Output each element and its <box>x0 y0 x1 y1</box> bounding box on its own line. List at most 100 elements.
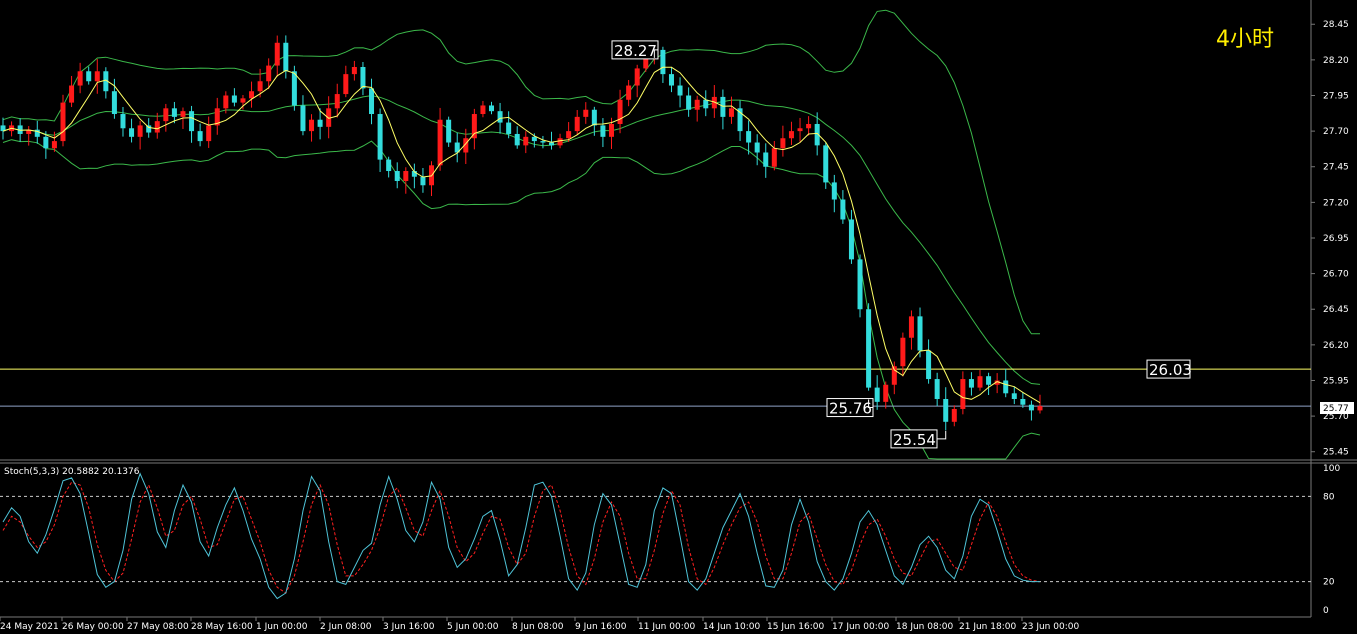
stoch-signal-line <box>2 481 1041 594</box>
candle-body <box>463 138 469 153</box>
candle-body <box>763 152 769 167</box>
candle-body <box>951 408 957 422</box>
current-price-tag: 25.77 <box>1320 402 1354 414</box>
candle-body <box>823 145 829 183</box>
price-tick-label: 28.45 <box>1323 20 1349 30</box>
level-label-box <box>1146 359 1191 379</box>
candle-body <box>86 71 92 82</box>
candle-body <box>677 85 683 96</box>
candle-body <box>249 91 255 99</box>
candle-body <box>420 176 426 186</box>
stoch-title: Stoch(5,3,3) 20.5882 20.1376 <box>4 467 140 477</box>
price-callout-label: 25.54 <box>893 431 936 449</box>
level-label: 26.03 <box>1149 361 1192 379</box>
moving-average <box>2 66 1041 404</box>
time-tick-label: 3 Jun 16:00 <box>383 622 435 632</box>
price-callout-leader <box>868 399 873 409</box>
candle-body <box>874 387 880 402</box>
candle-body <box>51 141 57 149</box>
price-tick-label: 25.95 <box>1323 376 1349 386</box>
candle-body <box>857 259 863 310</box>
candle-body <box>94 71 100 82</box>
candle-body <box>608 123 614 137</box>
candle-body <box>891 366 897 385</box>
candle-body <box>934 379 940 400</box>
horizontal-levels: 26.03 <box>0 359 1311 407</box>
stoch-tick-label: 0 <box>1323 606 1329 616</box>
candle-body <box>360 66 366 89</box>
candle-body <box>497 111 503 123</box>
time-tick-label: 24 May 2021 <box>0 622 59 632</box>
time-tick-label: 15 Jun 16:00 <box>767 622 824 632</box>
price-callout-label: 25.76 <box>829 400 872 418</box>
candle-body <box>694 99 700 110</box>
ma-line <box>2 66 1041 404</box>
candle-body <box>771 148 777 167</box>
price-callout-leader <box>937 430 947 440</box>
price-tick-label: 27.95 <box>1323 91 1349 101</box>
candle-body <box>69 85 75 103</box>
candle-body <box>814 123 820 146</box>
candle-body <box>394 171 400 181</box>
candle-body <box>900 337 906 367</box>
candle-body <box>506 122 512 134</box>
candle-body <box>574 116 580 132</box>
candle-body <box>728 108 734 117</box>
time-tick-label: 28 May 16:00 <box>191 622 253 632</box>
candle-body <box>480 105 486 115</box>
stoch-tick-label: 20 <box>1323 578 1335 588</box>
candle-body <box>17 125 23 134</box>
time-tick-label: 2 Jun 08:00 <box>320 622 372 632</box>
time-tick-label: 26 May 00:00 <box>62 622 124 632</box>
candle-body <box>831 182 837 200</box>
stoch-levels <box>0 495 1311 583</box>
candle-body <box>163 108 169 122</box>
current-price-label: 25.77 <box>1323 404 1349 414</box>
time-tick-label: 9 Jun 16:00 <box>575 622 627 632</box>
candle-body <box>926 350 932 380</box>
candle-body <box>531 136 537 142</box>
candle-body <box>369 88 375 115</box>
time-tick-label: 11 Jun 00:00 <box>638 622 695 632</box>
candle-body <box>26 129 32 134</box>
time-tick-label: 5 Jun 00:00 <box>447 622 499 632</box>
candle-body <box>111 91 117 115</box>
candle-body <box>454 142 460 153</box>
candle-body <box>437 119 443 166</box>
candle-body <box>943 399 949 422</box>
candle-body <box>634 68 640 86</box>
time-tick-label: 21 Jun 18:00 <box>959 622 1016 632</box>
candle-body <box>806 123 812 129</box>
time-tick-label: 17 Jun 00:00 <box>832 622 889 632</box>
bollinger-upper <box>2 9 1040 335</box>
price-tick-label: 27.70 <box>1323 127 1349 137</box>
candle-body <box>326 108 332 127</box>
candle-body <box>189 111 195 132</box>
candle-body <box>120 114 126 129</box>
candle-body <box>214 108 220 126</box>
candle-body <box>686 95 692 110</box>
price-tick-label: 25.45 <box>1323 448 1349 458</box>
candle-body <box>788 131 794 139</box>
candle-body <box>403 171 409 181</box>
candle-body <box>283 42 289 72</box>
candle-body <box>540 141 546 143</box>
candle-body <box>197 131 203 142</box>
candle-body <box>737 108 743 132</box>
candle-body <box>180 111 186 117</box>
candle-body <box>1028 404 1034 411</box>
candle-body <box>917 316 923 351</box>
candle-body <box>266 65 272 82</box>
candle-body <box>626 85 632 100</box>
candle-body <box>720 96 726 117</box>
candle-body <box>334 94 340 109</box>
time-tick-label: 27 May 08:00 <box>127 622 189 632</box>
price-pane <box>0 0 1311 460</box>
candle-body <box>866 309 872 388</box>
stoch-tick-label: 100 <box>1323 464 1340 474</box>
candle-body <box>446 119 452 143</box>
candle-body <box>746 131 752 143</box>
candle-body <box>1020 399 1026 405</box>
candle-body <box>34 129 40 137</box>
